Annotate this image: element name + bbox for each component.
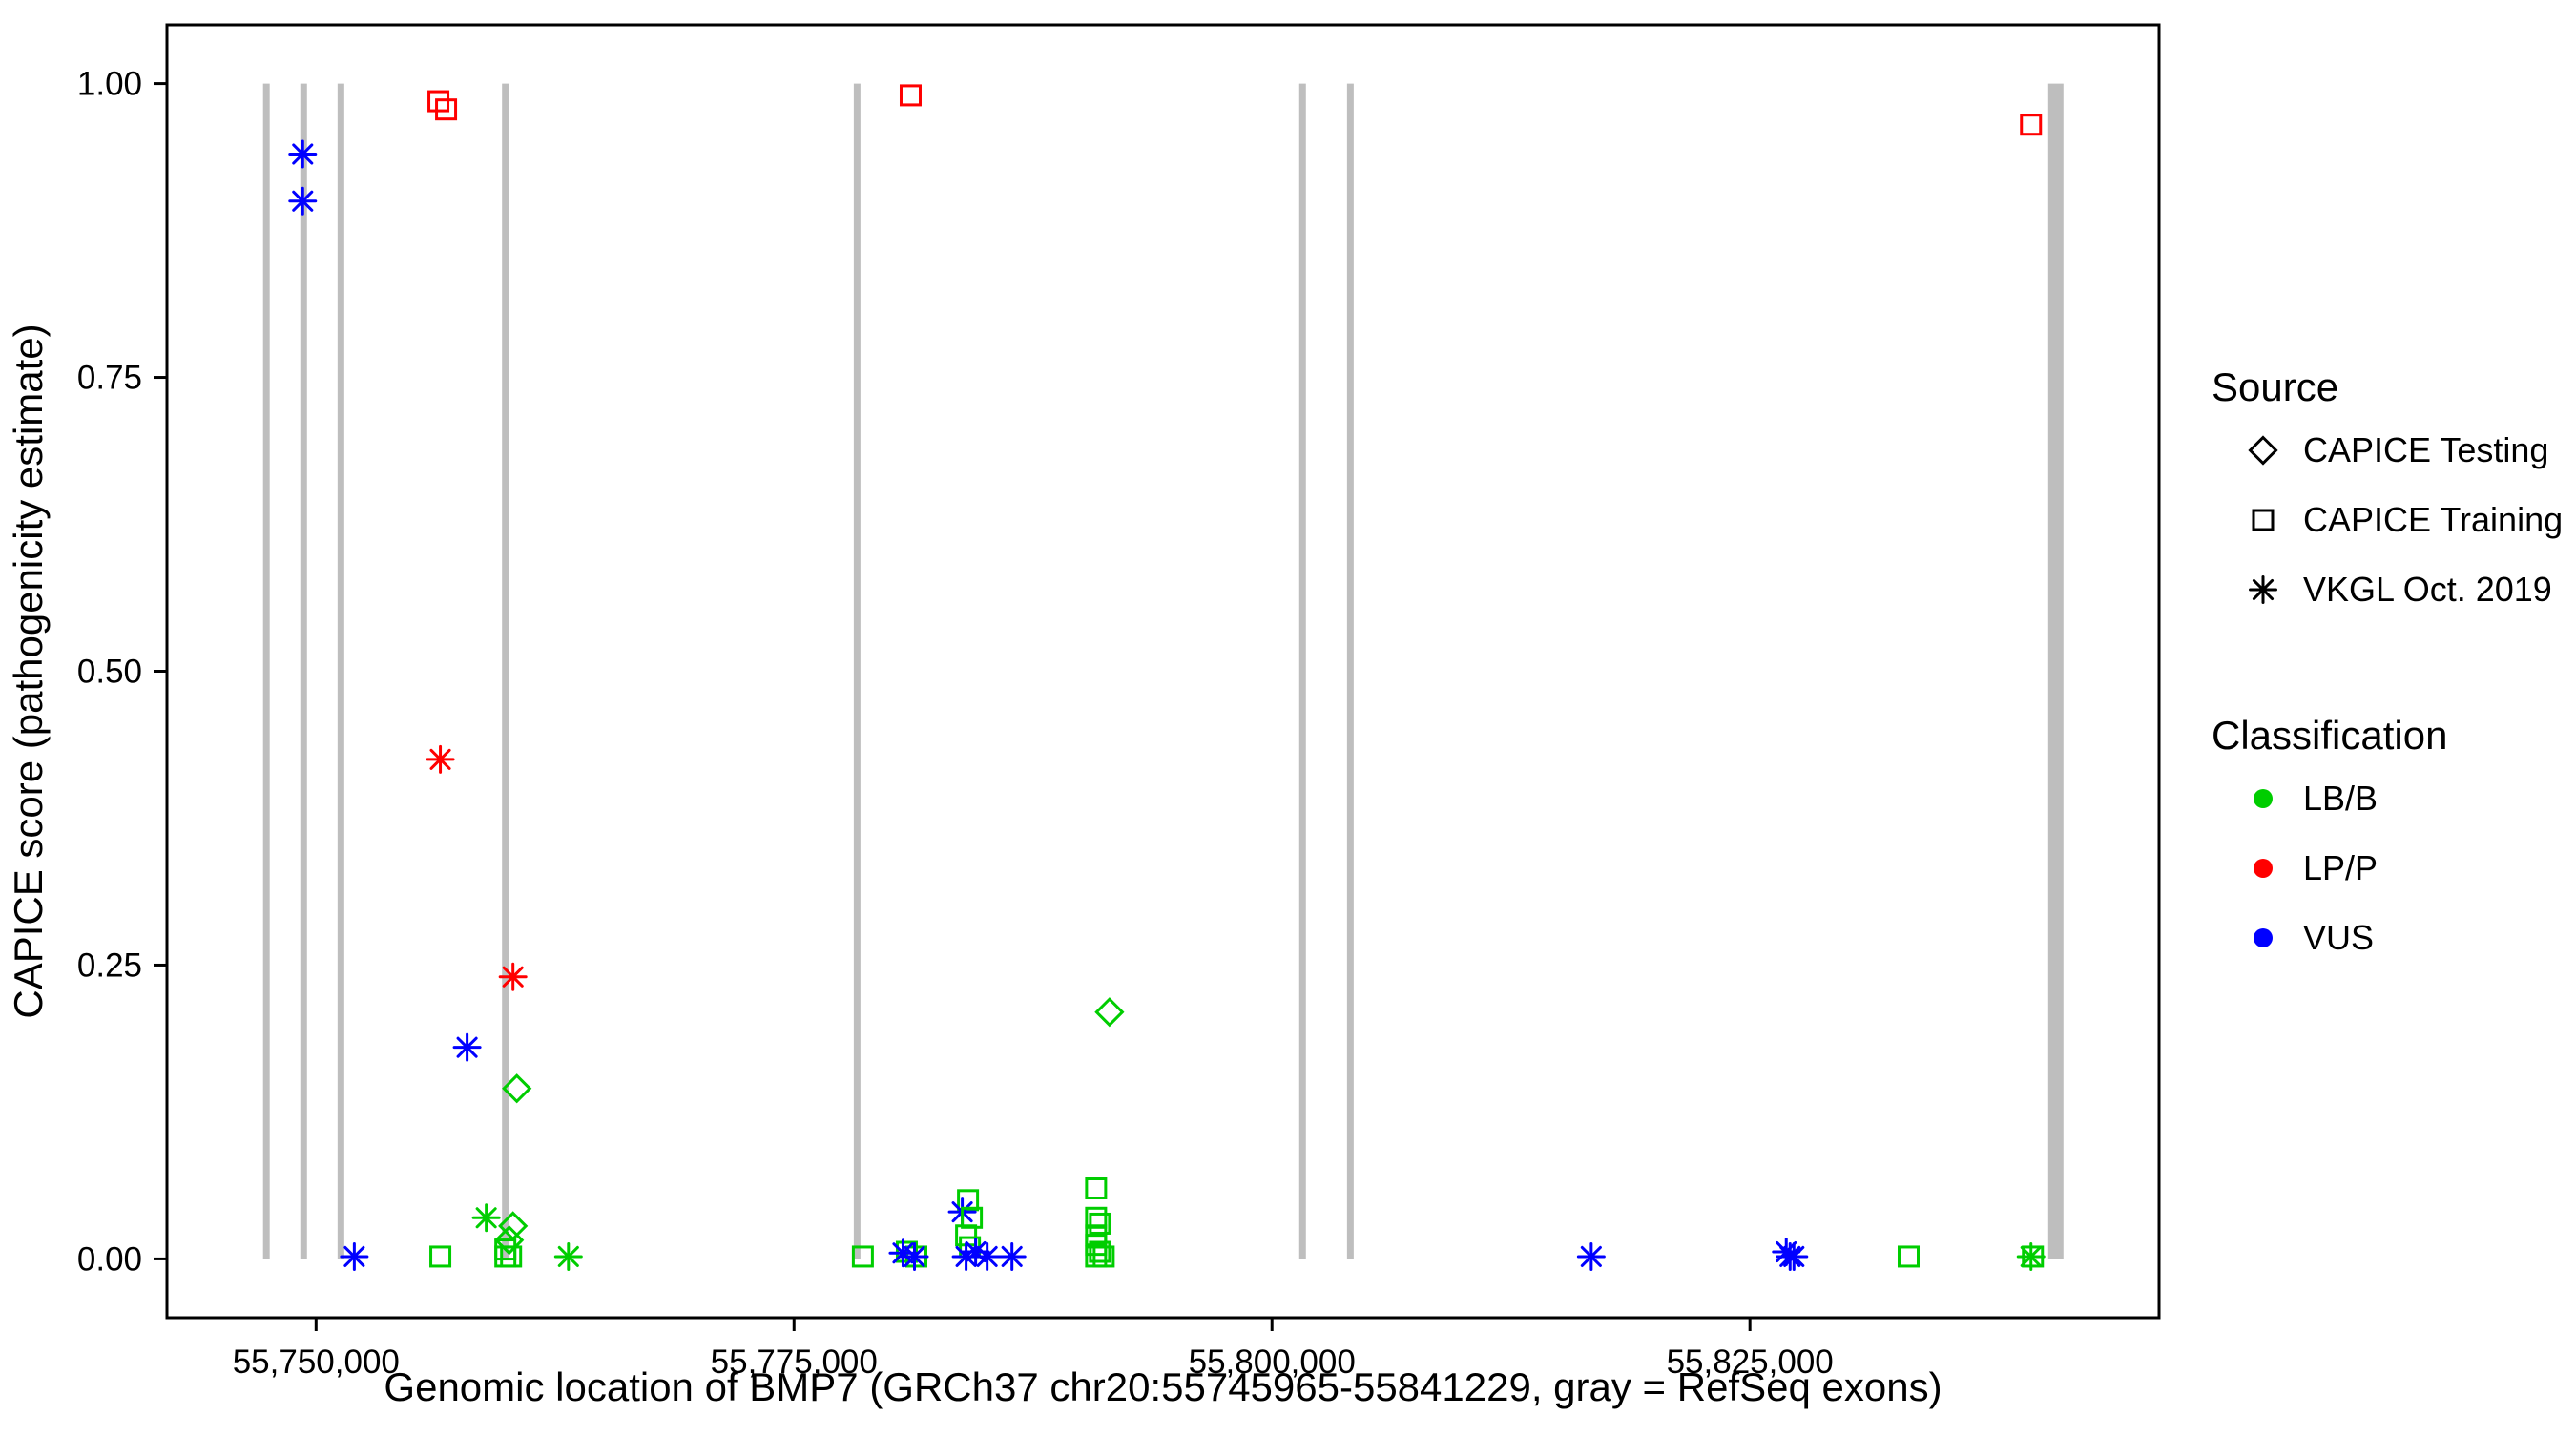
data-point-asterisk-marker xyxy=(553,1241,583,1271)
y-tick-label: 0.00 xyxy=(77,1240,142,1278)
panel-border xyxy=(165,23,2161,1320)
data-point-square-marker xyxy=(851,1245,874,1268)
legend-source-item-label: VKGL Oct. 2019 xyxy=(2303,570,2552,609)
y-tick-label: 0.75 xyxy=(77,360,142,397)
data-point-square-marker xyxy=(899,84,922,107)
data-point-asterisk-marker xyxy=(997,1241,1027,1271)
data-point-square-marker xyxy=(1089,1212,1111,1235)
legend-source-item-label: CAPICE Training xyxy=(2303,500,2563,539)
data-point-asterisk-marker xyxy=(498,962,528,991)
legend-source-diamond-icon-diamond-marker xyxy=(2248,435,2278,466)
data-point-square-marker xyxy=(1089,1240,1111,1263)
data-point-asterisk-marker xyxy=(900,1241,929,1271)
data-point-asterisk-marker xyxy=(288,139,318,169)
data-point-square-marker xyxy=(1897,1245,1920,1268)
data-point-diamond-marker xyxy=(494,1225,525,1256)
data-point-asterisk-marker xyxy=(426,744,455,774)
legend-classification-item-label: LP/P xyxy=(2303,848,2378,887)
data-point-asterisk-marker xyxy=(452,1032,482,1062)
legend-source-title: Source xyxy=(2212,364,2338,409)
data-point-square-marker xyxy=(1085,1234,1108,1257)
data-point-diamond-marker xyxy=(1094,997,1125,1028)
legend-classification-item-label: VUS xyxy=(2303,918,2374,957)
legend-source-square-icon-square-marker xyxy=(2252,509,2275,531)
data-point-square-marker xyxy=(429,1245,452,1268)
data-point-asterisk-marker xyxy=(1576,1241,1606,1271)
legend-source-asterisk-icon-asterisk-marker xyxy=(2249,575,2277,604)
legend-classification-title: Classification xyxy=(2212,713,2447,758)
legend-classification-dot-icon-circle-marker xyxy=(2254,859,2273,878)
y-tick-label: 0.25 xyxy=(77,947,142,984)
y-axis-title: CAPICE score (pathogenicity estimate) xyxy=(6,323,51,1018)
y-tick-label: 0.50 xyxy=(77,654,142,691)
data-point-square-marker xyxy=(500,1245,523,1268)
legend-classification-dot-icon-circle-marker xyxy=(2254,928,2273,947)
x-tick-label: 55,825,000 xyxy=(1667,1343,1834,1381)
legend-classification-dot-icon-circle-marker xyxy=(2254,789,2273,808)
data-point-square-marker xyxy=(2020,114,2043,136)
x-axis-title: Genomic location of BMP7 (GRCh37 chr20:5… xyxy=(384,1364,1942,1409)
data-point-asterisk-marker xyxy=(1779,1241,1809,1271)
x-tick-label: 55,775,000 xyxy=(711,1343,878,1381)
data-point-diamond-marker xyxy=(502,1073,532,1104)
data-point-square-marker xyxy=(957,1189,980,1212)
legend-source-item-label: CAPICE Testing xyxy=(2303,430,2548,469)
data-point-asterisk-marker xyxy=(972,1241,1002,1271)
data-point-square-marker xyxy=(1085,1177,1108,1199)
data-point-asterisk-marker xyxy=(340,1241,369,1271)
x-tick-label: 55,750,000 xyxy=(233,1343,400,1381)
data-point-square-marker xyxy=(435,98,458,121)
data-point-asterisk-marker xyxy=(471,1203,501,1233)
y-tick-label: 1.00 xyxy=(77,66,142,103)
data-point-square-marker xyxy=(2022,1245,2045,1268)
data-point-square-marker xyxy=(1092,1245,1115,1268)
x-tick-label: 55,800,000 xyxy=(1189,1343,1356,1381)
legend-classification-item-label: LB/B xyxy=(2303,779,2378,818)
data-point-square-marker xyxy=(961,1206,984,1229)
data-point-square-marker xyxy=(1085,1206,1108,1229)
data-point-asterisk-marker xyxy=(288,186,318,216)
